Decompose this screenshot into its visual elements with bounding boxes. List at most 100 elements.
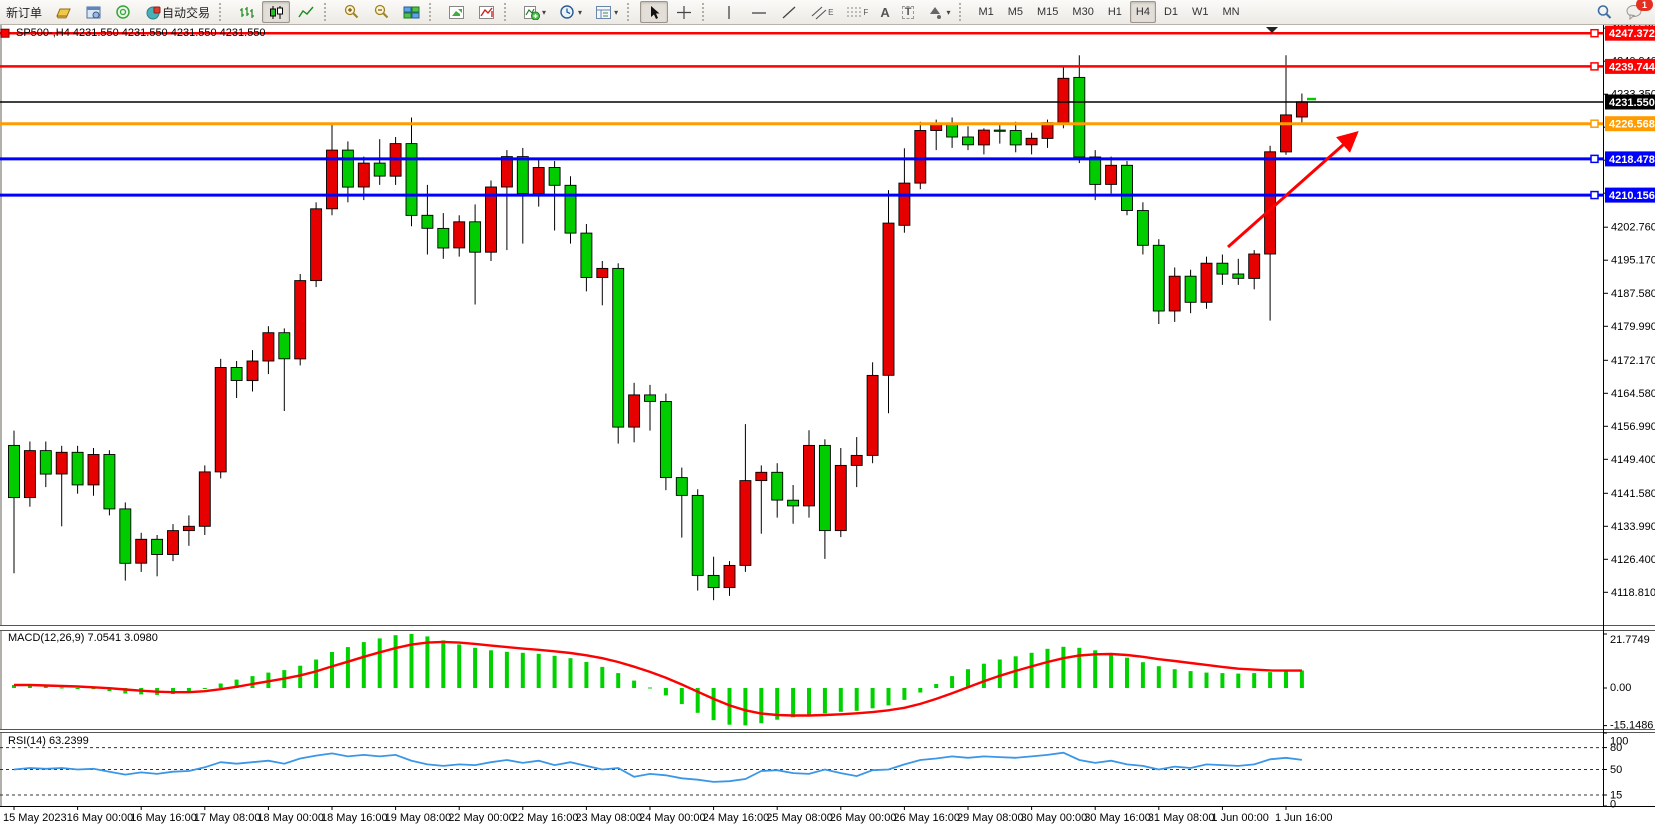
last-price-tick	[1307, 97, 1316, 101]
svg-text:30 May 16:00: 30 May 16:00	[1084, 812, 1151, 824]
vertical-line-tool-button[interactable]	[715, 1, 743, 23]
top-toolbar: 新订单 自动交易 ▾ ▾ ▾ E F A T ▾ M1 M5 M15 M30 H…	[0, 0, 1655, 25]
svg-text:100: 100	[1610, 736, 1628, 748]
period-dropdown-caret[interactable]: ▾	[578, 7, 583, 17]
svg-text:0.00: 0.00	[1610, 682, 1631, 694]
rsi-panel[interactable]	[0, 747, 1603, 796]
profiles-button[interactable]	[472, 1, 500, 23]
templates-dropdown-caret[interactable]: ▾	[614, 7, 619, 17]
text-tool-icon: A	[880, 4, 890, 20]
channel-icon	[810, 4, 828, 21]
macd-signal-line	[14, 640, 1302, 717]
period-clock-icon	[558, 4, 576, 21]
auto-trading-button[interactable]: 自动交易	[139, 1, 215, 23]
timeframe-d1[interactable]: D1	[1163, 6, 1179, 18]
price-badge-4218.478: 4218.478	[1605, 151, 1655, 167]
indicators-dropdown-caret[interactable]: ▾	[542, 7, 547, 17]
notifications-button[interactable]: 1	[1620, 0, 1653, 23]
svg-text:50: 50	[1610, 764, 1622, 776]
indicators-button[interactable]: ▾	[517, 1, 551, 23]
chart-background	[0, 25, 1655, 829]
toolbar-grip[interactable]	[627, 3, 636, 21]
chart-shift-marker[interactable]	[1266, 27, 1278, 33]
timeframe-m15[interactable]: M15	[1037, 6, 1059, 18]
timeframe-m30[interactable]: M30	[1072, 6, 1094, 18]
hline-4247.372[interactable]	[0, 28, 1603, 38]
macd-panel[interactable]	[12, 633, 1304, 726]
cursor-icon	[645, 4, 663, 21]
profiles-icon	[477, 4, 495, 21]
panel-splitter[interactable]	[0, 625, 1655, 631]
horizontal-line-tool-button[interactable]	[745, 1, 773, 23]
period-button[interactable]: ▾	[553, 1, 587, 23]
zoom-out-button[interactable]	[367, 1, 395, 23]
timeframe-h4[interactable]: H4	[1129, 1, 1156, 23]
svg-text:4195.170: 4195.170	[1611, 255, 1655, 267]
svg-text:24 May 16:00: 24 May 16:00	[703, 812, 770, 824]
text-tool-button[interactable]: A	[875, 1, 894, 23]
new-chart-icon	[447, 4, 465, 21]
toolbar-grip[interactable]	[504, 3, 513, 21]
bar-chart-button[interactable]	[232, 1, 260, 23]
vertical-line-icon	[720, 4, 738, 21]
trend-arrow[interactable]	[1227, 131, 1359, 249]
svg-text:4126.400: 4126.400	[1611, 554, 1655, 566]
svg-text:1 Jun 00:00: 1 Jun 00:00	[1211, 812, 1269, 824]
indicators-icon	[522, 4, 540, 21]
search-button[interactable]	[1590, 1, 1618, 23]
templates-icon	[594, 4, 612, 21]
toolbar-grip[interactable]	[429, 3, 438, 21]
toolbar-grip[interactable]	[702, 3, 711, 21]
metaeditor-button[interactable]	[49, 1, 77, 23]
toolbar-grip[interactable]	[959, 3, 968, 21]
horizontal-line-icon	[750, 4, 768, 21]
arrows-dropdown-caret[interactable]: ▾	[946, 7, 951, 17]
chart-title: SP500-,H4 4231.550 4231.550 4231.550 423…	[16, 27, 266, 39]
svg-text:26 May 00:00: 26 May 00:00	[830, 812, 897, 824]
price-axis[interactable]: 4248.5304240.9404233.3504225.7604218.170…	[1603, 23, 1655, 811]
metaeditor-icon	[54, 4, 72, 21]
trendline-tool-button[interactable]	[775, 1, 803, 23]
hline-4210.156[interactable]	[0, 190, 1603, 200]
hline-4226.568[interactable]	[0, 119, 1603, 128]
price-badge-4210.156: 4210.156	[1605, 187, 1655, 203]
zoom-in-button[interactable]	[337, 1, 365, 23]
tile-windows-button[interactable]	[397, 1, 425, 23]
svg-text:4156.990: 4156.990	[1611, 421, 1655, 433]
arrows-tool-button[interactable]: ▾	[921, 1, 955, 23]
svg-text:4118.810: 4118.810	[1611, 587, 1655, 599]
strategy-tester-button[interactable]	[79, 1, 107, 23]
templates-button[interactable]: ▾	[589, 1, 623, 23]
timeframe-m5[interactable]: M5	[1007, 6, 1024, 18]
timeframe-mn[interactable]: MN	[1222, 6, 1240, 18]
label-tool-button[interactable]: T	[897, 1, 920, 23]
crosshair-tool-button[interactable]	[670, 1, 698, 23]
toolbar-grip[interactable]	[219, 3, 228, 21]
auto-trading-icon	[144, 4, 162, 21]
new-chart-button[interactable]	[442, 1, 470, 23]
community-button[interactable]	[109, 1, 137, 23]
new-order-button[interactable]: 新订单	[6, 5, 43, 20]
channel-tool-button[interactable]: E	[805, 1, 838, 23]
zoom-in-icon	[342, 4, 360, 21]
svg-text:4202.760: 4202.760	[1611, 222, 1655, 234]
svg-text:4247.372: 4247.372	[1609, 28, 1655, 40]
svg-text:29 May 08:00: 29 May 08:00	[957, 812, 1024, 824]
svg-text:4164.580: 4164.580	[1611, 388, 1655, 400]
candlestick-chart-button[interactable]	[262, 1, 291, 23]
trendline-icon	[780, 4, 798, 21]
hline-4218.478[interactable]	[0, 154, 1603, 164]
timeframe-m1[interactable]: M1	[978, 6, 994, 18]
cursor-tool-button[interactable]	[640, 1, 669, 23]
timeframe-h1[interactable]: H1	[1107, 6, 1122, 18]
fibonacci-tool-button[interactable]: F	[840, 1, 873, 23]
toolbar-grip[interactable]	[324, 3, 333, 21]
timeframe-w1[interactable]: W1	[1192, 6, 1209, 18]
hline-4239.744[interactable]	[0, 62, 1603, 71]
fibonacci-icon	[845, 4, 863, 21]
line-chart-button[interactable]	[292, 1, 320, 23]
panel-splitter[interactable]	[0, 729, 1655, 733]
